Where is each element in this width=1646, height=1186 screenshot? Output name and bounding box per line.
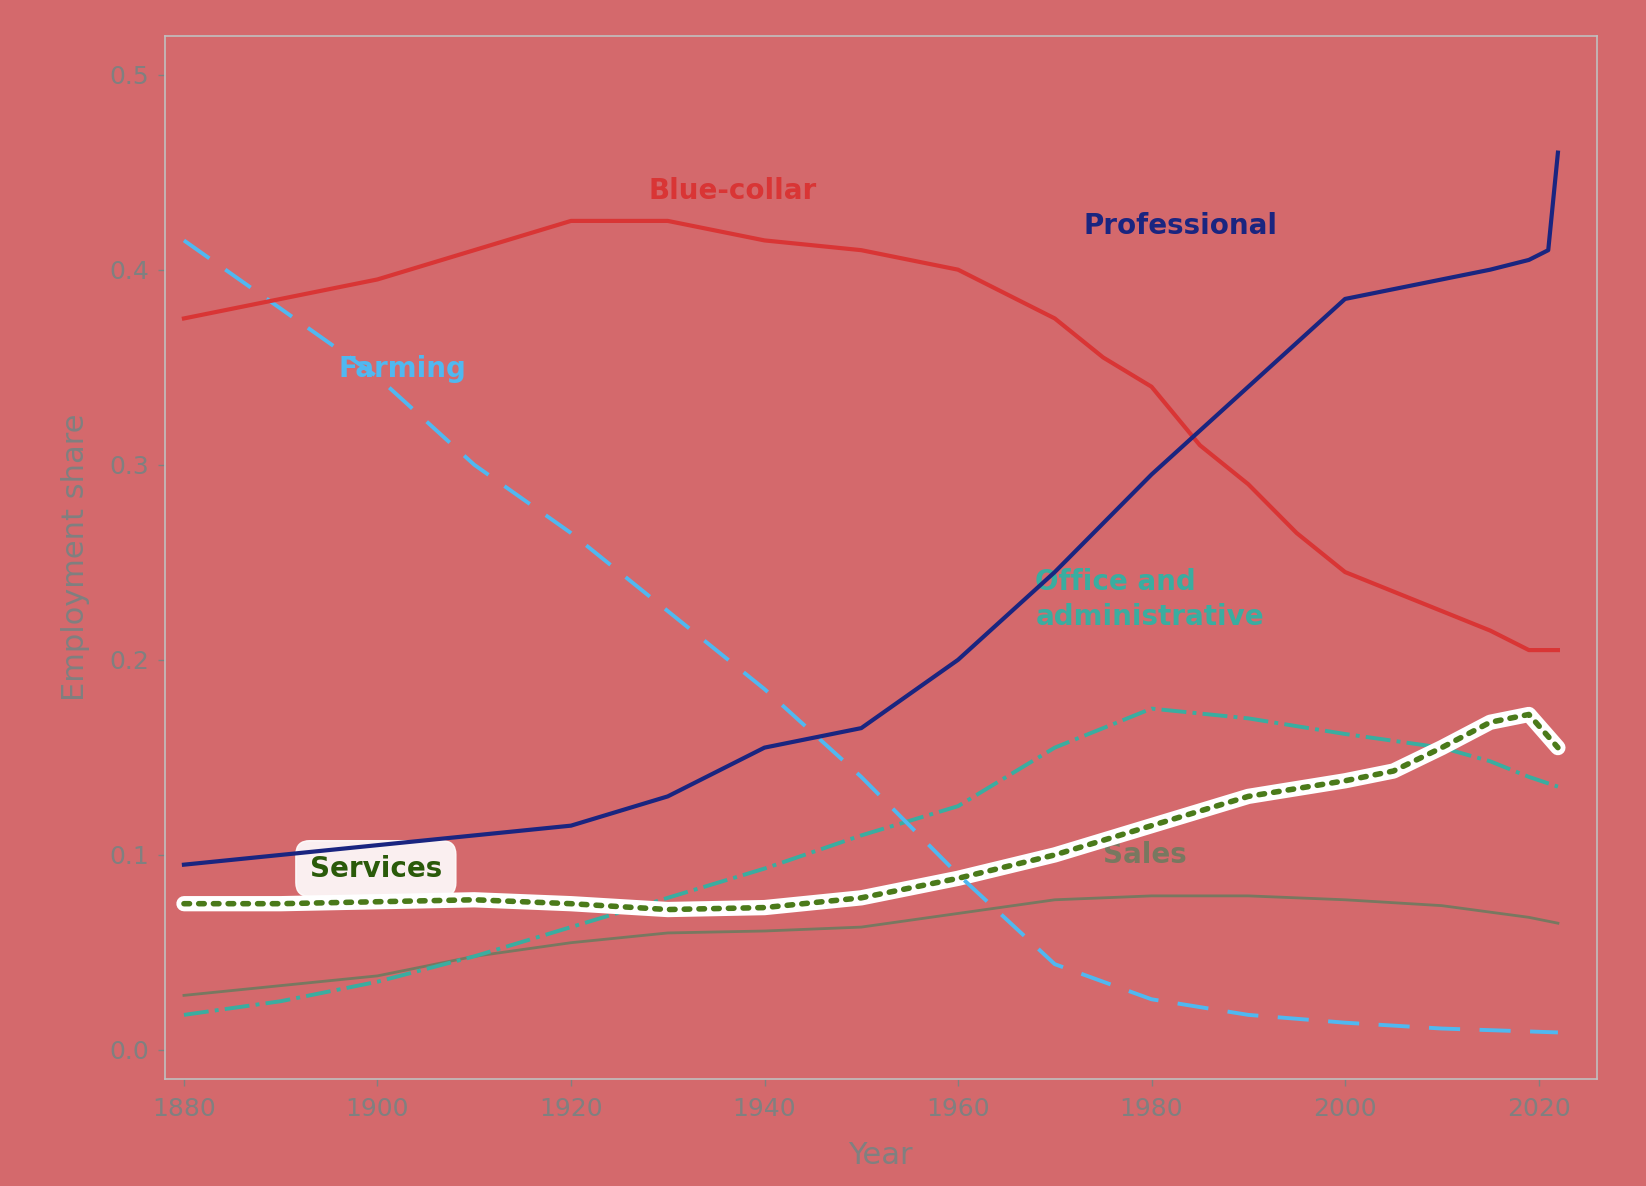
Y-axis label: Employment share: Employment share	[61, 414, 91, 701]
Text: Farming: Farming	[339, 355, 466, 383]
Text: Blue-collar: Blue-collar	[649, 177, 816, 205]
Text: Office and
administrative: Office and administrative	[1035, 568, 1264, 631]
Text: Sales: Sales	[1103, 841, 1187, 868]
X-axis label: Year: Year	[848, 1141, 914, 1169]
Text: Professional: Professional	[1083, 212, 1277, 241]
Text: Services: Services	[309, 855, 443, 882]
